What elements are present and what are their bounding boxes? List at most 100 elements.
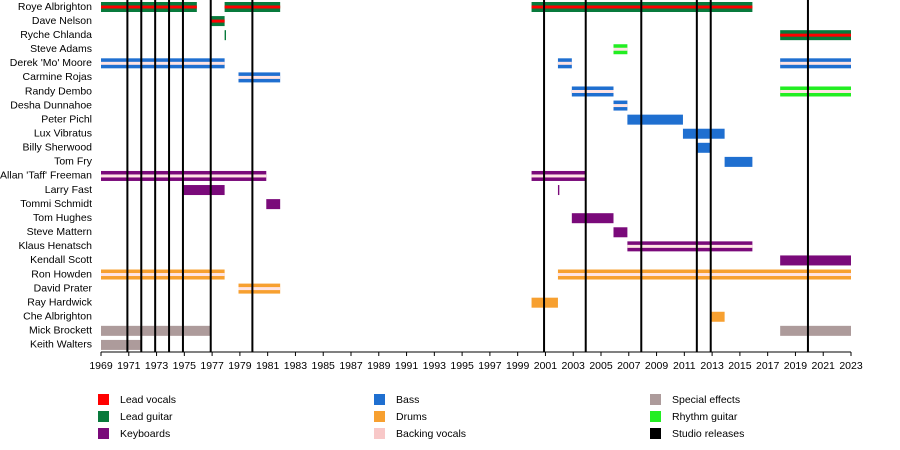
member-name: Desha Dunnahoe — [10, 99, 92, 111]
member-name: Roye Albrighton — [18, 1, 92, 13]
legend-swatch — [374, 394, 385, 405]
member-name: Carmine Rojas — [23, 71, 92, 83]
member-name: Tom Fry — [54, 156, 93, 168]
member-bar-stripe — [557, 273, 851, 277]
member-name: Steve Adams — [30, 43, 92, 55]
member-bar-stripe — [557, 61, 572, 65]
x-tick-label: 1973 — [145, 360, 169, 372]
member-name: Steve Mattern — [27, 226, 93, 238]
member-name: Keith Walters — [30, 339, 92, 351]
member-name: Lux Vibratus — [34, 128, 92, 140]
x-tick-label: 1971 — [117, 360, 141, 372]
legend-label: Studio releases — [672, 428, 744, 440]
member-bar-stripe — [101, 5, 197, 9]
member-bar — [182, 185, 225, 196]
member-bar — [780, 325, 851, 336]
member-name: Kendall Scott — [30, 254, 92, 266]
member-bar-stripe — [210, 19, 225, 23]
legend-swatch — [650, 411, 661, 422]
member-bar — [101, 339, 142, 350]
member-bar-stripe — [571, 89, 614, 93]
legend-label: Lead vocals — [120, 394, 176, 406]
member-name: Peter Pichl — [41, 113, 92, 125]
legend-label: Rhythm guitar — [672, 411, 738, 423]
member-bar-stripe — [613, 47, 628, 51]
member-bar — [266, 199, 281, 210]
legend-swatch — [98, 394, 109, 405]
member-name: Tom Hughes — [33, 212, 92, 224]
member-bar-stripe — [238, 287, 281, 291]
x-tick-label: 1989 — [367, 360, 391, 372]
x-tick-label: 2021 — [812, 360, 836, 372]
legend-swatch — [374, 428, 385, 439]
member-bar-stripe — [101, 61, 225, 65]
legend-swatch — [650, 394, 661, 405]
x-tick-label: 2013 — [700, 360, 724, 372]
x-tick-label: 2001 — [534, 360, 558, 372]
x-tick-label: 1983 — [284, 360, 308, 372]
legend-swatch — [374, 411, 385, 422]
member-bar-stripe — [613, 104, 628, 108]
legend-label: Drums — [396, 411, 427, 423]
member-name: Mick Brockett — [29, 325, 92, 337]
member-bar — [557, 185, 560, 196]
legend-swatch — [98, 411, 109, 422]
member-bar — [627, 114, 683, 125]
legend-label: Backing vocals — [396, 428, 466, 440]
member-bar-stripe — [238, 75, 281, 79]
member-bar — [780, 255, 851, 266]
member-name: Klaus Henatsch — [18, 240, 92, 252]
x-tick-label: 1969 — [89, 360, 113, 372]
member-bar-stripe — [780, 89, 851, 93]
member-name: Tommi Schmidt — [20, 198, 92, 210]
x-tick-label: 2007 — [617, 360, 641, 372]
legend-label: Lead guitar — [120, 411, 173, 423]
member-bar — [613, 227, 628, 238]
member-bar — [571, 213, 614, 224]
member-bar-stripe — [780, 33, 851, 37]
legend-swatch — [650, 428, 661, 439]
member-name: Allan 'Taff' Freeman — [0, 170, 92, 182]
legend-label: Special effects — [672, 394, 740, 406]
x-tick-label: 2017 — [756, 360, 780, 372]
x-tick-label: 2003 — [562, 360, 586, 372]
legend-swatch — [98, 428, 109, 439]
member-bar-stripe — [780, 61, 851, 65]
member-name: Dave Nelson — [32, 15, 92, 27]
x-tick-label: 2011 — [673, 360, 696, 372]
x-tick-label: 1975 — [173, 360, 197, 372]
x-tick-label: 2023 — [839, 360, 863, 372]
member-bar — [724, 156, 753, 167]
x-tick-label: 1999 — [506, 360, 530, 372]
member-name: David Prater — [34, 282, 93, 294]
member-bar-stripe — [101, 273, 225, 277]
member-bar — [682, 128, 725, 139]
member-name: Larry Fast — [45, 184, 92, 196]
member-name: Ron Howden — [31, 268, 92, 280]
x-tick-label: 1997 — [478, 360, 502, 372]
member-name: Derek 'Mo' Moore — [10, 57, 92, 69]
member-name: Ray Hardwick — [27, 296, 93, 308]
x-tick-label: 2019 — [784, 360, 808, 372]
member-name: Che Albrighton — [23, 311, 92, 323]
member-bar — [696, 142, 711, 153]
x-tick-label: 2009 — [645, 360, 669, 372]
x-tick-label: 1981 — [256, 360, 280, 372]
x-tick-label: 2005 — [589, 360, 613, 372]
x-tick-label: 1991 — [395, 360, 419, 372]
member-bar — [224, 30, 226, 41]
member-name: Billy Sherwood — [23, 142, 93, 154]
member-bar-stripe — [531, 174, 586, 178]
member-bar-stripe — [627, 244, 753, 248]
x-tick-label: 2015 — [728, 360, 752, 372]
legend-label: Bass — [396, 394, 419, 406]
x-tick-label: 1993 — [423, 360, 447, 372]
member-bar — [710, 311, 725, 322]
member-name: Ryche Chlanda — [20, 29, 92, 41]
legend-label: Keyboards — [120, 428, 170, 440]
x-tick-label: 1987 — [339, 360, 363, 372]
member-name: Randy Dembo — [25, 85, 92, 97]
x-tick-label: 1995 — [450, 360, 474, 372]
x-tick-label: 1977 — [200, 360, 224, 372]
